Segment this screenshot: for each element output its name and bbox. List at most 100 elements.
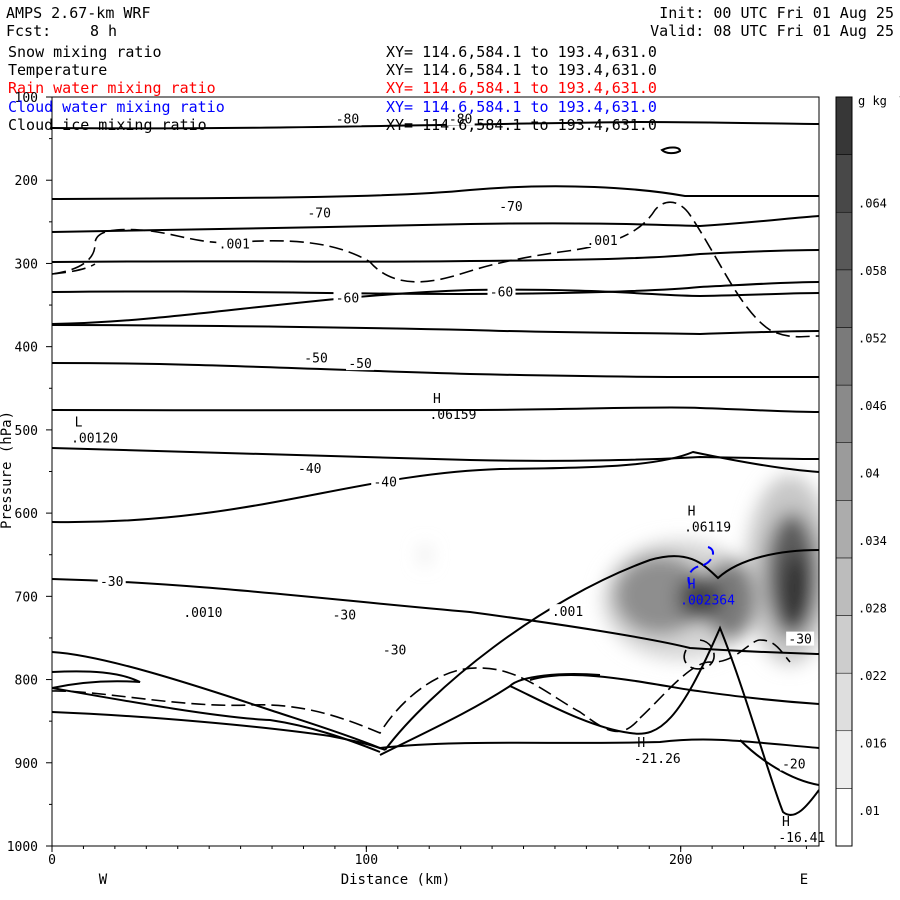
field-row-snow: Snow mixing ratio XY= 114.6,584.1 to 193… xyxy=(8,43,688,61)
colorbar-unit-exponent: -1 xyxy=(898,92,900,102)
contour-label: -30 xyxy=(333,608,356,623)
colorbar-swatch xyxy=(835,327,853,386)
contour-label-bg xyxy=(305,205,334,220)
colorbar-swatch xyxy=(835,96,853,155)
field-xy: XY= 114.6,584.1 to 193.4,631.0 xyxy=(386,61,657,79)
forecast-label: Fcst: xyxy=(6,22,52,40)
field-xy: XY= 114.6,584.1 to 193.4,631.0 xyxy=(386,79,657,97)
colorbar-tick-label: .046 xyxy=(858,399,887,413)
field-row-cloud-ice: Cloud ice mixing ratio XY= 114.6,584.1 t… xyxy=(8,116,688,134)
colorbar-swatch xyxy=(835,384,853,443)
y-tick-label: 900 xyxy=(15,757,38,772)
colorbar: .01 .016 .022 .028 .034 .04 .046 .052 .058 .064 g … xyxy=(835,92,900,847)
colorbar-unit: g kg xyxy=(858,94,887,108)
contour-label: -30 xyxy=(383,643,406,658)
colorbar-swatch xyxy=(835,672,853,732)
contour-label: -50 xyxy=(304,351,327,366)
contour-label: -20 xyxy=(782,757,805,772)
field-row-cloud-water: Cloud water mixing ratio XY= 114.6,584.1… xyxy=(8,98,688,116)
extremum-kind: L xyxy=(75,415,83,430)
x-tick-label: 0 xyxy=(48,853,56,868)
temperature-contours xyxy=(52,120,819,816)
y-tick-label: 800 xyxy=(15,674,38,689)
field-xy: XY= 114.6,584.1 to 193.4,631.0 xyxy=(386,98,657,116)
contour-label-bg xyxy=(180,604,225,619)
extremum-value: -16.41 xyxy=(778,831,825,846)
y-axis-label: Pressure (hPa) xyxy=(0,411,15,529)
colorbar-swatch xyxy=(835,269,853,328)
field-row-rain: Rain water mixing ratio XY= 114.6,584.1 … xyxy=(8,79,688,97)
colorbar-swatch xyxy=(835,788,853,847)
contour-label: -60 xyxy=(490,286,513,301)
valid-time: Valid: 08 UTC Fri 01 Aug 25 xyxy=(650,22,894,40)
extremum-value: .002364 xyxy=(680,594,735,609)
x-tick-label: 100 xyxy=(355,853,378,868)
axes: 0 100 200 100 200 300 400 500 600 700 800 900 1000 Di… xyxy=(0,91,820,888)
colorbar-tick-label: .058 xyxy=(858,264,887,278)
contour-label: -80 xyxy=(336,112,359,127)
contour-label: -60 xyxy=(336,291,359,306)
west-label: W xyxy=(99,872,108,888)
colorbar-tick-label: .01 xyxy=(858,804,880,818)
contour-label-bg xyxy=(302,350,331,365)
contour-label: .001 xyxy=(552,605,583,620)
extremum-kind: H xyxy=(688,578,696,593)
y-tick-label: 1000 xyxy=(7,840,38,855)
y-tick-label: 700 xyxy=(15,590,38,605)
plot-frame xyxy=(51,96,820,847)
colorbar-swatch xyxy=(835,730,853,789)
colorbar-swatch xyxy=(835,557,853,616)
forecast-hour: 8 h xyxy=(90,22,118,40)
x-tick-label: 200 xyxy=(669,853,692,868)
field-row-temperature: Temperature XY= 114.6,584.1 to 193.4,631… xyxy=(8,61,688,79)
colorbar-swatch xyxy=(835,615,853,674)
contour-label-bg xyxy=(380,642,409,657)
colorbar-tick-label: .016 xyxy=(858,737,887,751)
contour-label: -30 xyxy=(100,575,123,590)
extremum-value: -21.26 xyxy=(634,752,681,767)
east-label: E xyxy=(800,872,808,888)
contour-label-bg xyxy=(446,111,475,126)
cloud-water-contour xyxy=(687,546,715,586)
colorbar-tick-label: .034 xyxy=(858,534,887,548)
y-tick-label: 100 xyxy=(15,91,38,106)
contour-label-bg xyxy=(496,198,525,213)
colorbar-swatch xyxy=(835,500,853,559)
field-xy: XY= 114.6,584.1 to 193.4,631.0 xyxy=(386,43,657,61)
contour-label-bg xyxy=(295,461,324,476)
y-tick-label: 400 xyxy=(15,341,38,356)
contour-label-bg xyxy=(549,604,586,619)
extremum-value: .00120 xyxy=(71,431,118,446)
colorbar-tick-label: .064 xyxy=(858,197,887,211)
extremum-kind: H xyxy=(688,504,696,519)
extremum-value: .06119 xyxy=(684,520,731,535)
colorbar-tick-label: .052 xyxy=(858,332,887,346)
contour-label: -70 xyxy=(499,200,522,215)
colorbar-swatch xyxy=(835,442,853,501)
model-title: AMPS 2.67-km WRF xyxy=(6,4,151,22)
y-tick-label: 300 xyxy=(15,257,38,272)
contour-label-bg xyxy=(333,290,362,305)
contour-label: -40 xyxy=(298,462,321,477)
y-tick-label: 500 xyxy=(15,424,38,439)
colorbar-tick-label: .022 xyxy=(858,669,887,683)
field-xy: XY= 114.6,584.1 to 193.4,631.0 xyxy=(386,116,657,134)
x-axis-label: Distance (km) xyxy=(341,872,451,888)
field-name: Temperature xyxy=(8,61,108,79)
extremum-kind: H xyxy=(782,815,790,830)
contour-labels: -80 -80 -70 -70 -60 -60 -50 -50 -40 -40 -30 -30 -30 -… xyxy=(97,111,815,772)
colorbar-tick-label: .028 xyxy=(858,602,887,616)
field-name: Snow mixing ratio xyxy=(8,43,162,61)
contour-label-bg xyxy=(330,607,359,622)
contour-label: .001 xyxy=(586,234,617,249)
contour-label: -30 xyxy=(788,633,811,648)
contour-label-bg xyxy=(584,232,621,247)
contour-label-bg xyxy=(371,474,400,489)
extremum-value: .06159 xyxy=(429,408,476,423)
colorbar-swatch xyxy=(835,154,853,213)
colorbar-tick-label: .04 xyxy=(858,467,880,481)
contour-label: .001 xyxy=(219,237,250,252)
contour-label-bg xyxy=(333,111,362,126)
